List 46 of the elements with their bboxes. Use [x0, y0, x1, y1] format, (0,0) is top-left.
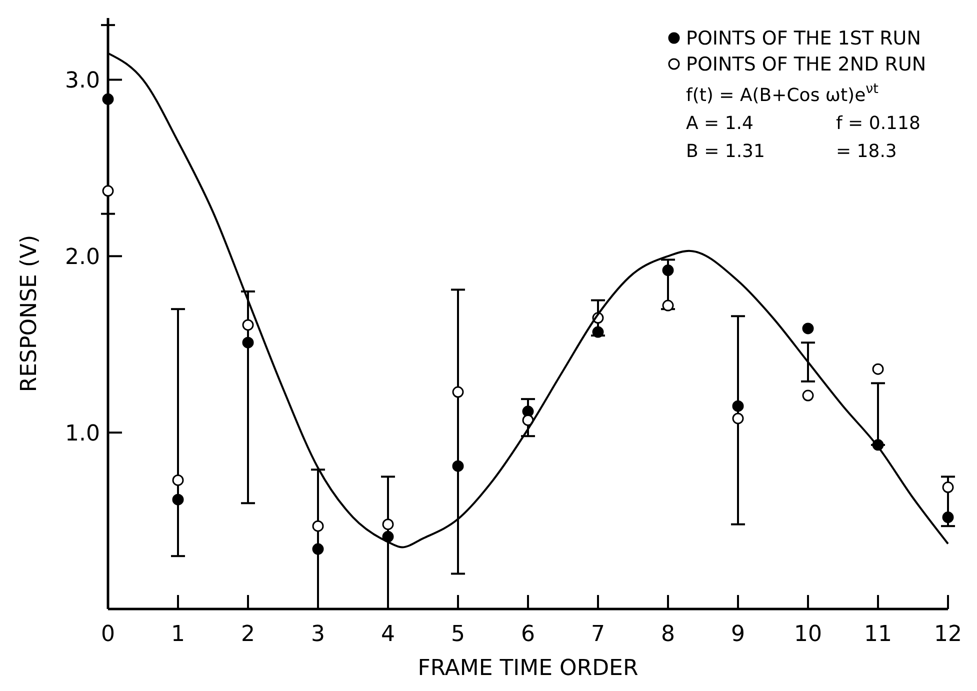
- point: [942, 482, 954, 494]
- x-tick-label: 4: [381, 622, 395, 647]
- x-tick-label: 1: [171, 622, 185, 647]
- point: [172, 474, 184, 486]
- point: [242, 336, 254, 348]
- x-tick-label: 9: [731, 622, 745, 647]
- x-tick-label: 10: [794, 622, 822, 647]
- point: [802, 390, 814, 402]
- point: [382, 518, 394, 530]
- annotation: A = 1.4: [686, 113, 754, 134]
- point: [732, 400, 744, 412]
- point: [942, 512, 954, 524]
- y-axis-title: RESPONSE (V): [17, 234, 42, 392]
- x-tick-label: 2: [241, 622, 255, 647]
- point: [452, 460, 464, 472]
- x-tick-label: 8: [661, 622, 675, 647]
- point: [242, 319, 254, 331]
- point: [662, 300, 674, 312]
- annotation: f(t) = A(B+Cos ωt)e$^{νt}$: [686, 81, 878, 106]
- point: [732, 412, 744, 424]
- x-axis-title: FRAME TIME ORDER: [418, 656, 638, 681]
- point: [802, 322, 814, 334]
- y-tick-label: 3.0: [65, 68, 100, 94]
- point: [102, 185, 114, 197]
- point: [872, 363, 884, 375]
- point: [312, 543, 324, 555]
- legend-label: POINTS OF THE 2ND RUN: [686, 54, 926, 76]
- x-tick-label: 11: [864, 622, 892, 647]
- y-tick-label: 2.0: [65, 244, 100, 270]
- legend-label: POINTS OF THE 1ST RUN: [686, 28, 921, 50]
- x-tick-label: 7: [591, 622, 605, 647]
- x-tick-label: 3: [311, 622, 325, 647]
- point: [312, 520, 324, 532]
- x-tick-label: 5: [451, 622, 465, 647]
- annotation: f = 0.118: [836, 113, 920, 134]
- x-tick-label: 12: [934, 622, 962, 647]
- point: [102, 93, 114, 105]
- point: [452, 386, 464, 398]
- y-tick-label: 1.0: [65, 421, 100, 446]
- x-tick-label: 6: [521, 622, 535, 647]
- annotation: = 18.3: [836, 141, 897, 162]
- x-tick-label: 0: [101, 622, 115, 647]
- point: [662, 264, 674, 276]
- point: [592, 326, 604, 338]
- point: [172, 494, 184, 506]
- annotation: B = 1.31: [686, 141, 765, 162]
